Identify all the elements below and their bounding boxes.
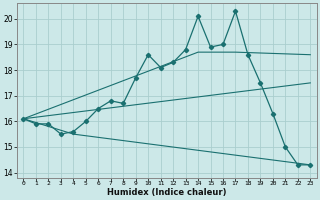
X-axis label: Humidex (Indice chaleur): Humidex (Indice chaleur) bbox=[107, 188, 227, 197]
